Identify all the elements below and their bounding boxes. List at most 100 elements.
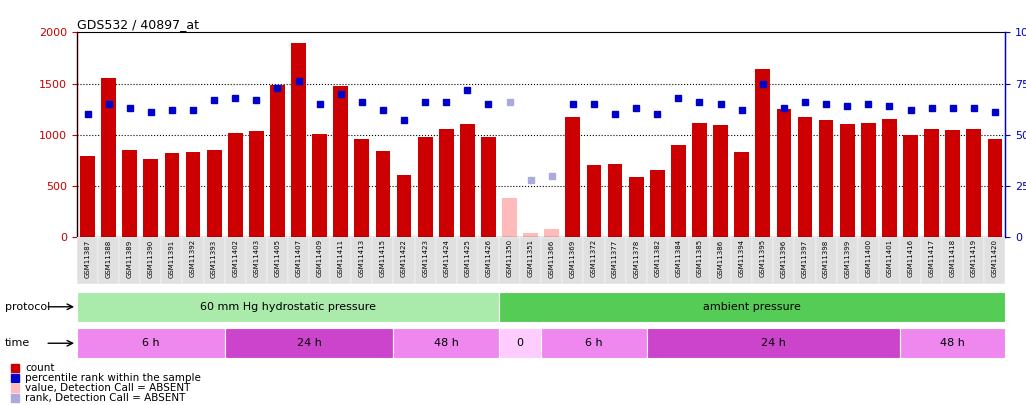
Bar xyxy=(394,328,499,358)
Text: GSM11423: GSM11423 xyxy=(422,239,428,277)
Text: GSM11390: GSM11390 xyxy=(148,239,154,277)
Bar xyxy=(797,117,813,237)
Bar xyxy=(523,233,538,237)
Bar xyxy=(840,124,855,237)
Text: protocol: protocol xyxy=(5,302,50,312)
Text: GSM11417: GSM11417 xyxy=(929,239,935,277)
Text: GSM11399: GSM11399 xyxy=(844,239,851,277)
Bar xyxy=(545,229,559,237)
Bar xyxy=(752,237,774,284)
Text: GSM11400: GSM11400 xyxy=(865,239,871,277)
Text: GSM11372: GSM11372 xyxy=(591,239,597,277)
Bar xyxy=(397,175,411,237)
Text: GSM11398: GSM11398 xyxy=(823,239,829,277)
Text: GSM11405: GSM11405 xyxy=(274,239,280,277)
Bar xyxy=(144,159,158,237)
Text: 6 h: 6 h xyxy=(142,338,160,348)
Text: GSM11391: GSM11391 xyxy=(169,239,174,277)
Bar xyxy=(351,237,372,284)
Bar xyxy=(439,128,453,237)
Bar xyxy=(436,237,457,284)
Bar xyxy=(77,328,225,358)
Bar xyxy=(626,237,646,284)
Text: 48 h: 48 h xyxy=(940,338,965,348)
Bar xyxy=(418,137,433,237)
Bar xyxy=(354,139,369,237)
Text: GSM11419: GSM11419 xyxy=(971,239,977,277)
Text: GSM11420: GSM11420 xyxy=(992,239,998,277)
Bar xyxy=(267,237,288,284)
Bar xyxy=(836,237,858,284)
Text: GSM11395: GSM11395 xyxy=(760,239,765,277)
Bar xyxy=(183,237,203,284)
Bar xyxy=(309,237,330,284)
Bar xyxy=(900,328,1005,358)
Text: count: count xyxy=(26,363,55,373)
Bar xyxy=(119,237,141,284)
Bar xyxy=(270,85,285,237)
Bar xyxy=(774,237,794,284)
Bar xyxy=(900,237,921,284)
Bar xyxy=(924,128,939,237)
Bar xyxy=(629,177,643,237)
Bar xyxy=(161,237,183,284)
Bar xyxy=(122,150,137,237)
Text: GSM11424: GSM11424 xyxy=(443,239,449,277)
Bar xyxy=(80,156,94,237)
Text: 24 h: 24 h xyxy=(297,338,321,348)
Bar xyxy=(988,139,1002,237)
Text: GSM11392: GSM11392 xyxy=(190,239,196,277)
Text: 60 mm Hg hydrostatic pressure: 60 mm Hg hydrostatic pressure xyxy=(200,302,376,312)
Text: GDS532 / 40897_at: GDS532 / 40897_at xyxy=(77,18,199,31)
Bar xyxy=(587,165,601,237)
Bar xyxy=(499,328,541,358)
Bar xyxy=(203,237,225,284)
Bar xyxy=(141,237,161,284)
Text: GSM11366: GSM11366 xyxy=(549,239,555,277)
Bar xyxy=(330,237,351,284)
Text: GSM11401: GSM11401 xyxy=(886,239,893,277)
Text: GSM11402: GSM11402 xyxy=(232,239,238,277)
Text: 6 h: 6 h xyxy=(585,338,603,348)
Bar xyxy=(77,292,499,322)
Bar xyxy=(415,237,436,284)
Bar xyxy=(376,151,390,237)
Bar xyxy=(858,237,879,284)
Bar xyxy=(966,128,981,237)
Bar xyxy=(607,164,623,237)
Bar xyxy=(903,134,918,237)
Bar xyxy=(372,237,394,284)
Bar xyxy=(457,237,478,284)
Bar xyxy=(945,130,960,237)
Bar xyxy=(710,237,732,284)
Bar xyxy=(460,124,475,237)
Bar xyxy=(735,152,749,237)
Text: GSM11413: GSM11413 xyxy=(359,239,365,277)
Text: GSM11369: GSM11369 xyxy=(569,239,576,277)
Bar xyxy=(671,145,685,237)
Text: rank, Detection Call = ABSENT: rank, Detection Call = ABSENT xyxy=(26,393,186,403)
Text: GSM11403: GSM11403 xyxy=(253,239,260,277)
Text: time: time xyxy=(5,338,31,348)
Bar xyxy=(777,109,791,237)
Bar xyxy=(98,237,119,284)
Text: 0: 0 xyxy=(517,338,523,348)
Bar xyxy=(942,237,963,284)
Text: GSM11378: GSM11378 xyxy=(633,239,639,277)
Text: GSM11387: GSM11387 xyxy=(84,239,90,277)
Bar xyxy=(879,237,900,284)
Bar xyxy=(77,237,98,284)
Bar xyxy=(478,237,499,284)
Bar xyxy=(816,237,836,284)
Bar xyxy=(882,119,897,237)
Text: GSM11416: GSM11416 xyxy=(908,239,913,277)
Bar xyxy=(541,237,562,284)
Bar xyxy=(819,120,833,237)
Text: percentile rank within the sample: percentile rank within the sample xyxy=(26,373,201,383)
Bar xyxy=(646,237,668,284)
Bar xyxy=(102,79,116,237)
Bar xyxy=(649,171,665,237)
Text: ambient pressure: ambient pressure xyxy=(703,302,801,312)
Bar xyxy=(693,124,707,237)
Bar xyxy=(288,237,309,284)
